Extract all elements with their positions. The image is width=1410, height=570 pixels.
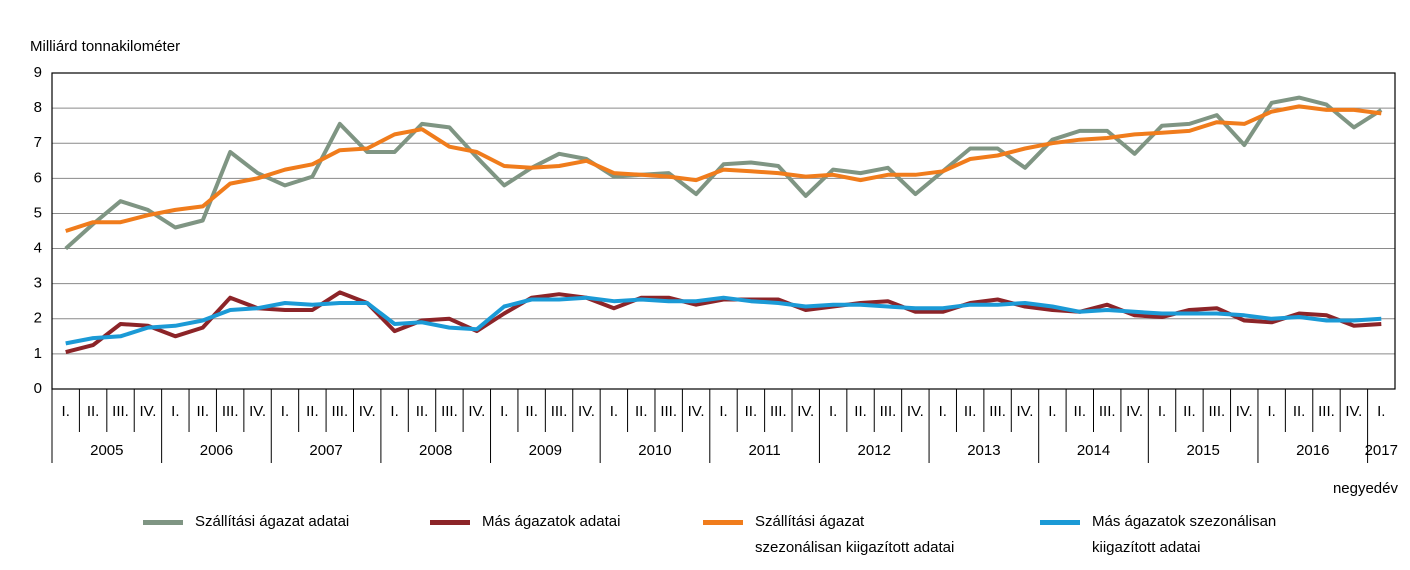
year-label: 2014	[1077, 442, 1110, 459]
x-tick-label: IV.	[578, 403, 595, 420]
x-tick-label: III.	[441, 403, 458, 420]
x-axis-label: negyedév	[1333, 480, 1399, 497]
year-label: 2010	[638, 442, 671, 459]
x-tick-label: III.	[551, 403, 568, 420]
x-tick-label: III.	[112, 403, 129, 420]
series-line	[65, 295, 1382, 346]
year-label: 2008	[419, 442, 452, 459]
x-tick-label: IV.	[1236, 403, 1253, 420]
x-tick-label: III.	[1099, 403, 1116, 420]
x-tick-label: I.	[500, 403, 508, 420]
legend-label: Szállítási ágazat szezonálisan kiigazíto…	[755, 513, 955, 556]
x-tick-label: I.	[171, 403, 179, 420]
year-label: 2017	[1365, 442, 1398, 459]
year-label: 2016	[1296, 442, 1329, 459]
x-tick-label: IV.	[249, 403, 266, 420]
y-tick-label: 9	[34, 64, 42, 81]
legend-swatch	[430, 520, 470, 525]
year-label: 2012	[858, 442, 891, 459]
x-tick-label: IV.	[1345, 403, 1362, 420]
x-tick-label: II.	[1183, 403, 1196, 420]
y-axis-label: Milliárd tonnakilométer	[30, 38, 180, 55]
series-line	[65, 290, 1382, 355]
x-tick-label: IV.	[907, 403, 924, 420]
series-line	[65, 104, 1382, 233]
legend-swatch	[1040, 520, 1080, 525]
x-tick-label: III.	[1209, 403, 1226, 420]
y-tick-label: 5	[34, 204, 42, 221]
x-tick-label: II.	[1293, 403, 1306, 420]
x-tick-label: I.	[1158, 403, 1166, 420]
year-label: 2006	[200, 442, 233, 459]
x-tick-label: III.	[331, 403, 348, 420]
x-tick-label: I.	[719, 403, 727, 420]
x-tick-label: III.	[770, 403, 787, 420]
x-tick-label: II.	[745, 403, 758, 420]
year-label: 2007	[309, 442, 342, 459]
y-tick-label: 0	[34, 380, 42, 397]
year-label: 2009	[529, 442, 562, 459]
y-tick-label: 8	[34, 99, 42, 116]
year-label: 2013	[967, 442, 1000, 459]
x-tick-label: I.	[1267, 403, 1275, 420]
y-tick-label: 3	[34, 275, 42, 292]
x-tick-label: II.	[196, 403, 209, 420]
year-label: 2011	[748, 442, 780, 459]
x-tick-label: III.	[660, 403, 677, 420]
legend-label: Szállítási ágazat adatai	[195, 513, 350, 530]
x-tick-label: I.	[62, 403, 70, 420]
x-tick-label: I.	[939, 403, 947, 420]
x-tick-label: IV.	[468, 403, 485, 420]
legend-label: Más ágazatok szezonálisan kiigazított ad…	[1092, 513, 1277, 556]
x-tick-label: II.	[306, 403, 319, 420]
y-tick-label: 7	[34, 134, 42, 151]
x-tick-label: IV.	[1126, 403, 1143, 420]
x-tick-label: II.	[525, 403, 538, 420]
legend-label: Más ágazatok adatai	[482, 513, 621, 530]
x-tick-label: I.	[1377, 403, 1385, 420]
x-tick-label: IV.	[688, 403, 705, 420]
x-tick-label: II.	[87, 403, 100, 420]
x-tick-label: IV.	[139, 403, 156, 420]
y-tick-label: 1	[34, 345, 42, 362]
x-tick-label: II.	[964, 403, 977, 420]
x-tick-label: III.	[989, 403, 1006, 420]
x-tick-label: III.	[222, 403, 239, 420]
series-line	[64, 95, 1383, 251]
y-tick-label: 4	[34, 240, 42, 257]
x-tick-label: I.	[610, 403, 618, 420]
x-tick-label: I.	[281, 403, 289, 420]
plot-frame	[51, 72, 1396, 390]
y-tick-label: 6	[34, 169, 42, 186]
x-tick-label: II.	[635, 403, 648, 420]
legend-swatch	[143, 520, 183, 525]
x-tick-label: IV.	[1017, 403, 1034, 420]
x-tick-label: II.	[1074, 403, 1087, 420]
legend-swatch	[703, 520, 743, 525]
x-tick-label: I.	[390, 403, 398, 420]
y-tick-label: 2	[34, 310, 42, 327]
year-label: 2015	[1186, 442, 1219, 459]
x-tick-label: II.	[854, 403, 867, 420]
x-tick-label: II.	[416, 403, 429, 420]
x-tick-label: III.	[880, 403, 897, 420]
x-tick-label: IV.	[797, 403, 814, 420]
x-tick-label: I.	[1048, 403, 1056, 420]
x-tick-label: I.	[829, 403, 837, 420]
x-tick-label: IV.	[359, 403, 376, 420]
year-label: 2005	[90, 442, 123, 459]
x-tick-label: III.	[1318, 403, 1335, 420]
